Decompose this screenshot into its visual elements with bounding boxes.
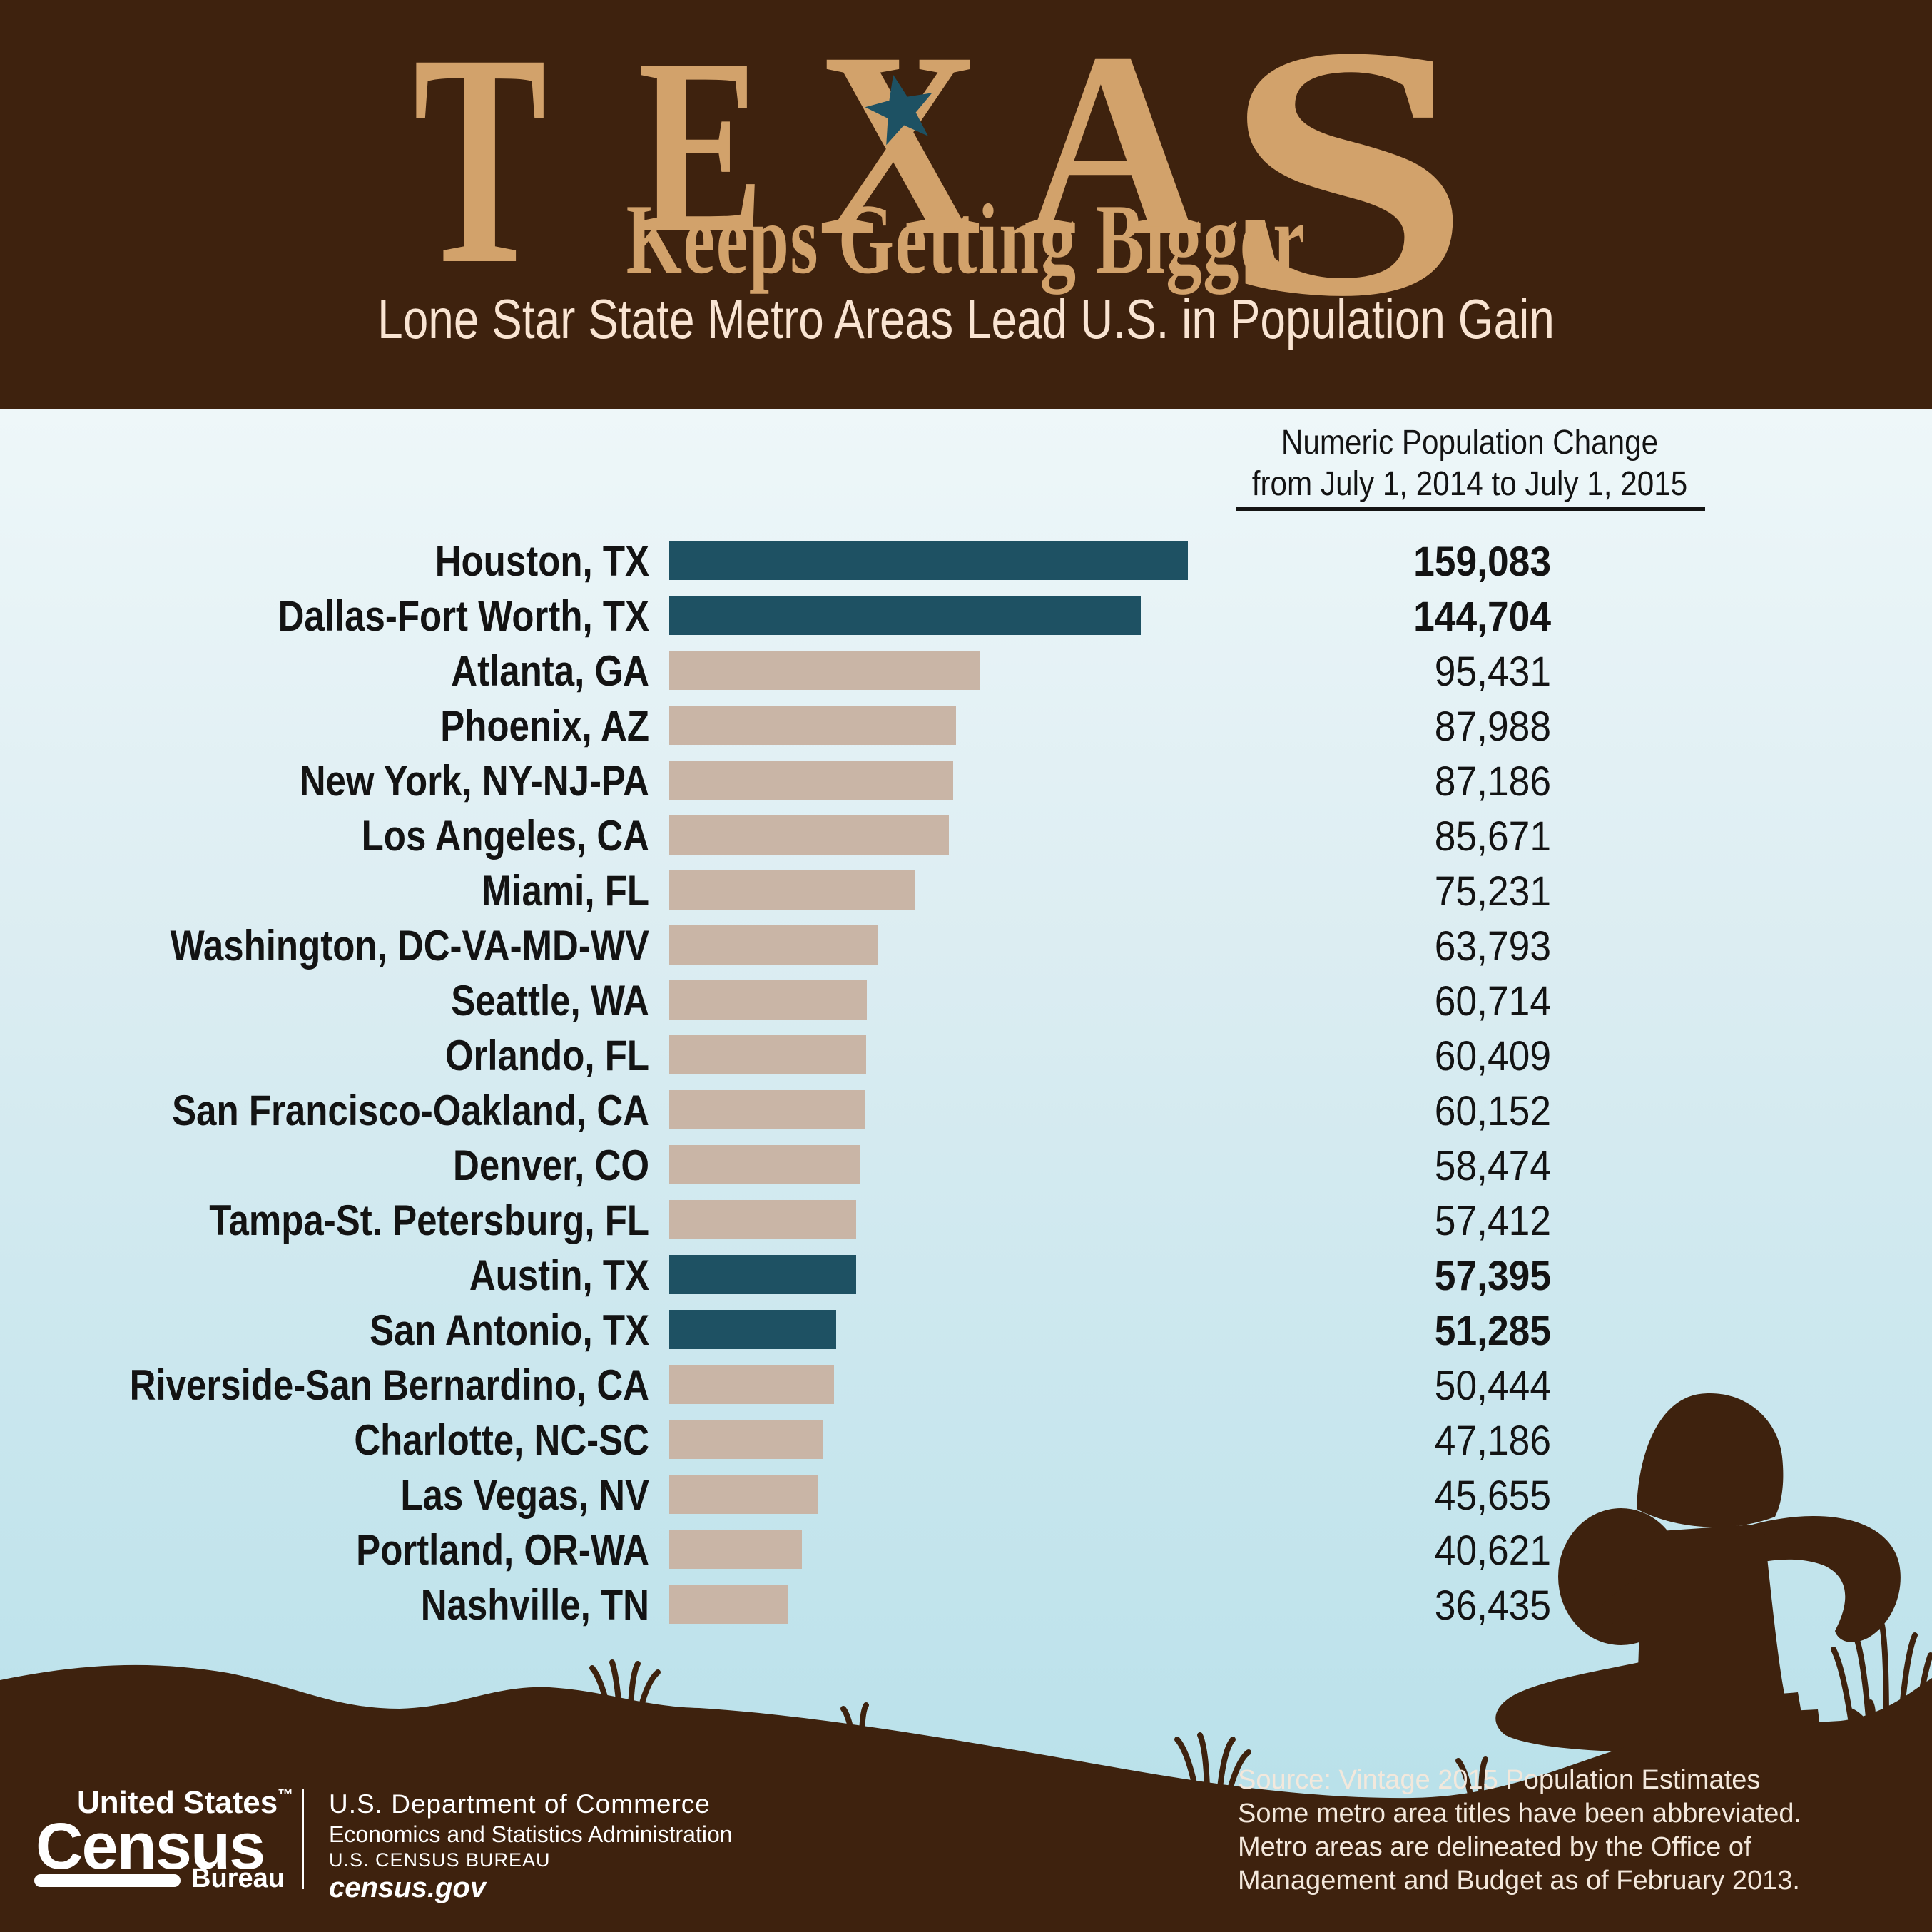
population-change-bar [669,1090,865,1129]
population-change-value: 144,704 [1413,594,1551,640]
population-change-bar [669,1420,823,1459]
texas-letter-X: X [818,0,982,290]
population-change-value: 87,988 [1434,703,1551,750]
population-change-bar [669,815,949,855]
census-logo-united-states-text: United States [77,1785,278,1820]
metro-label: Dallas-Fort Worth, TX [278,592,649,640]
population-change-bar [669,1530,802,1569]
population-change-bar [669,980,867,1020]
population-change-bar [669,1035,866,1074]
population-change-bar [669,1255,856,1294]
value-column-underline [1236,507,1705,511]
population-change-bar [669,706,956,745]
population-change-value: 85,671 [1434,813,1551,860]
value-column-header-line2: from July 1, 2014 to July 1, 2015 [1251,465,1688,503]
census-logo-underline-bar [34,1874,181,1887]
population-change-value: 40,621 [1434,1527,1551,1574]
footer-divider [302,1789,304,1889]
metro-label: Charlotte, NC-SC [354,1416,649,1464]
texas-letter-E: E [638,7,765,284]
metro-label: Phoenix, AZ [440,702,649,750]
metro-label: Nashville, TN [420,1581,649,1629]
population-change-value: 57,395 [1434,1253,1551,1299]
trademark-symbol: ™ [278,1786,294,1804]
population-change-value: 60,409 [1434,1033,1551,1079]
texas-letter-S: S [1221,0,1473,371]
metro-label: Riverside-San Bernardino, CA [129,1361,649,1409]
population-change-bar [669,596,1141,635]
ground-horizon [0,1664,1932,1932]
population-change-bar [669,1475,818,1514]
source-line: Some metro area titles have been abbrevi… [1238,1799,1802,1829]
population-change-value: 36,435 [1434,1582,1551,1629]
population-change-value: 58,474 [1434,1143,1551,1189]
population-change-value: 57,412 [1434,1198,1551,1244]
lone-star-icon [865,75,932,146]
texas-letter-T: T [413,0,547,327]
agency-line-census-bureau: U.S. CENSUS BUREAU [329,1849,551,1871]
census-logo-united-states: United States™ [77,1787,293,1819]
census-gov-link[interactable]: census.gov [329,1872,487,1903]
value-column-header-line1: Numeric Population Change [1281,424,1659,462]
metro-label: Portland, OR-WA [356,1526,649,1574]
tagline: Keeps Getting Bigger [626,184,1306,295]
population-change-value: 47,186 [1434,1418,1551,1464]
source-line: Management and Budget as of February 201… [1238,1866,1800,1896]
census-logo-wordmark: Census [36,1810,265,1883]
metro-label: Washington, DC-VA-MD-WV [170,922,649,970]
source-note: Source: Vintage 2015 Population Estimate… [1238,1764,1880,1898]
page-subtitle: Lone Star State Metro Areas Lead U.S. in… [377,288,1555,350]
ground-illustration [0,1393,1932,1932]
population-change-value: 60,714 [1434,978,1551,1025]
source-line: Source: Vintage 2015 Population Estimate… [1238,1765,1761,1795]
metro-label: Atlanta, GA [451,647,649,695]
population-change-bar [669,1365,834,1404]
population-change-bar [669,761,953,800]
metro-label: Las Vegas, NV [400,1471,649,1519]
population-change-value: 159,083 [1413,539,1551,585]
cowboy-boot-and-hat-silhouette [1495,1393,1902,1762]
population-change-value: 51,285 [1434,1308,1551,1354]
value-column-header: Numeric Population Change from July 1, 2… [1219,422,1721,505]
population-change-value: 60,152 [1434,1088,1551,1134]
census-logo-bureau: Bureau [191,1864,285,1893]
population-change-bar [669,651,980,690]
population-change-value: 63,793 [1434,923,1551,970]
population-change-value: 45,655 [1434,1473,1551,1519]
metro-label: Los Angeles, CA [361,812,649,860]
metro-label: Austin, TX [469,1251,649,1299]
grass-tufts [589,1622,1932,1801]
metro-label: San Francisco-Oakland, CA [172,1087,650,1134]
population-change-bar [669,925,878,965]
metro-label: Miami, FL [481,867,649,915]
population-change-value: 87,186 [1434,758,1551,805]
metro-label: Denver, CO [453,1142,649,1189]
population-change-bar [669,541,1188,580]
population-change-bar [669,870,915,910]
texas-letter-A: A [1023,0,1203,290]
metro-label: Seattle, WA [451,977,649,1025]
metro-label: New York, NY-NJ-PA [299,757,649,805]
population-change-value: 95,431 [1434,649,1551,695]
population-change-bar [669,1310,836,1349]
population-change-bar [669,1145,860,1184]
agency-line-commerce: U.S. Department of Commerce [329,1789,711,1819]
population-change-value: 75,231 [1434,868,1551,915]
metro-label: Tampa-St. Petersburg, FL [209,1196,649,1244]
agency-line-esa: Economics and Statistics Administration [329,1821,733,1847]
population-change-bar [669,1200,856,1239]
metro-label: San Antonio, TX [370,1306,649,1354]
population-change-bar [669,1585,788,1624]
metro-label: Houston, TX [434,537,649,585]
source-line: Metro areas are delineated by the Office… [1238,1832,1751,1862]
metro-label: Orlando, FL [444,1032,649,1079]
population-change-value: 50,444 [1434,1363,1551,1409]
